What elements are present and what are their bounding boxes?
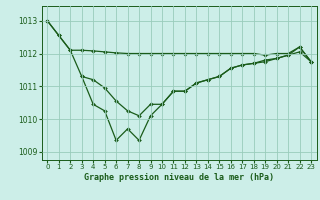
X-axis label: Graphe pression niveau de la mer (hPa): Graphe pression niveau de la mer (hPa) xyxy=(84,173,274,182)
